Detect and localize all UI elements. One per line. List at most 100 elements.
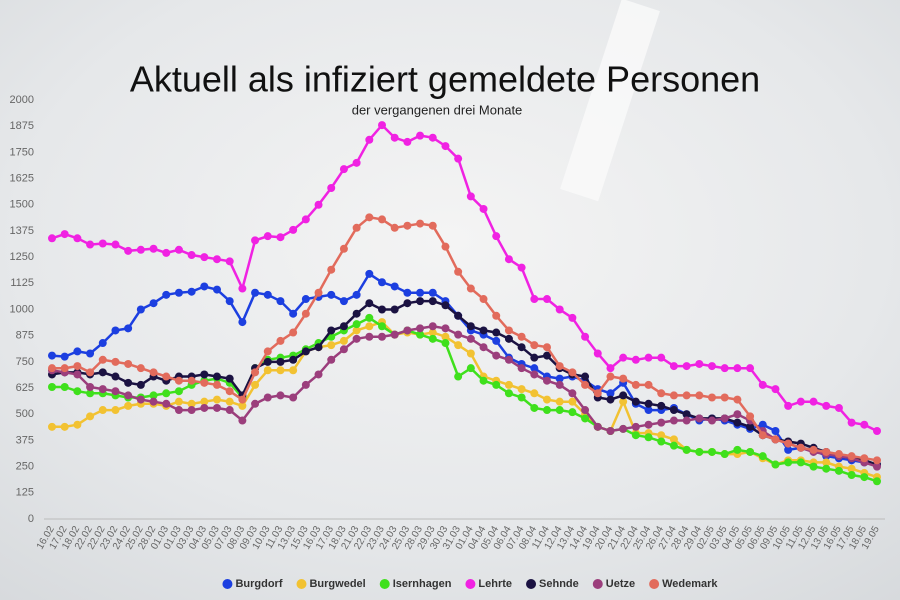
data-point	[695, 359, 704, 368]
data-point	[378, 332, 386, 341]
data-point	[860, 420, 869, 429]
data-point	[403, 326, 412, 335]
data-point	[530, 370, 539, 379]
data-point	[733, 364, 742, 373]
legend: Burgdorf Burgwedel Isernhagen Lehrte Sehnde U…	[222, 578, 718, 590]
data-point	[822, 447, 831, 456]
data-point	[149, 397, 158, 406]
legend-marker	[526, 579, 537, 589]
data-point	[174, 397, 183, 406]
data-point	[504, 389, 513, 398]
data-point	[327, 326, 336, 335]
data-point	[682, 362, 691, 371]
data-point	[441, 324, 450, 333]
data-point	[466, 349, 475, 358]
data-point	[339, 297, 348, 306]
legend-label: Uetze	[606, 578, 635, 590]
data-point	[213, 285, 221, 294]
legend-item: Burgdorf	[222, 578, 283, 590]
data-point	[73, 234, 82, 243]
data-point	[746, 447, 755, 456]
data-point	[365, 269, 374, 278]
data-point	[809, 445, 818, 454]
data-point	[504, 255, 513, 264]
data-point	[441, 332, 450, 341]
data-point	[86, 349, 95, 358]
data-point	[479, 343, 488, 352]
data-point	[378, 305, 386, 314]
data-point	[301, 215, 310, 224]
data-point	[416, 330, 425, 339]
y-tick-label: 875	[16, 330, 34, 342]
y-tick-label: 250	[16, 461, 34, 473]
data-point	[327, 265, 336, 274]
data-point	[492, 232, 501, 241]
data-point	[213, 380, 221, 389]
data-point	[174, 245, 183, 254]
data-point	[517, 343, 526, 352]
data-point	[809, 462, 818, 471]
data-point	[251, 399, 260, 408]
data-point	[251, 236, 260, 245]
data-point	[98, 385, 107, 394]
data-point	[860, 473, 869, 482]
data-point	[606, 364, 615, 373]
legend-label: Lehrte	[478, 578, 512, 590]
data-point	[174, 288, 183, 297]
data-point	[631, 355, 640, 364]
data-point	[466, 334, 475, 343]
data-point	[149, 391, 158, 400]
data-point	[695, 391, 704, 400]
data-point	[746, 412, 755, 421]
legend-item: Isernhagen	[379, 578, 452, 590]
data-point	[428, 328, 437, 337]
legend-marker	[649, 579, 660, 589]
data-point	[466, 284, 475, 293]
data-point	[289, 355, 298, 364]
data-point	[593, 422, 602, 431]
data-point	[530, 389, 539, 398]
legend-marker	[592, 579, 603, 589]
data-point	[466, 364, 475, 373]
data-point	[276, 233, 285, 242]
data-point	[378, 121, 386, 130]
data-point	[225, 257, 234, 266]
data-point	[98, 406, 107, 415]
data-point	[619, 374, 628, 383]
data-point	[822, 464, 831, 473]
legend-label: Sehnde	[539, 578, 579, 590]
pipette	[560, 0, 660, 202]
data-point	[365, 313, 374, 322]
data-point	[847, 452, 856, 461]
data-point	[98, 355, 107, 364]
data-point	[378, 322, 386, 331]
data-point	[796, 397, 805, 406]
data-point	[200, 370, 209, 379]
legend-label: Burgdorf	[235, 578, 282, 590]
data-point	[479, 326, 488, 335]
data-point	[352, 320, 361, 329]
data-point	[873, 477, 881, 486]
data-point	[644, 406, 653, 415]
data-point	[657, 437, 666, 446]
data-point	[860, 454, 869, 463]
data-point	[492, 328, 501, 337]
data-point	[314, 370, 323, 379]
data-point	[644, 433, 653, 442]
data-point	[720, 364, 729, 373]
data-point	[403, 299, 412, 308]
data-point	[758, 420, 767, 429]
data-point	[276, 391, 285, 400]
data-point	[86, 389, 95, 398]
data-point	[479, 376, 488, 385]
data-point	[200, 403, 209, 412]
data-point	[339, 244, 348, 253]
data-point	[352, 290, 361, 299]
data-point	[695, 447, 704, 456]
data-point	[98, 339, 107, 348]
data-point	[60, 422, 69, 431]
data-point	[555, 397, 564, 406]
data-point	[428, 221, 437, 230]
data-point	[378, 215, 386, 224]
